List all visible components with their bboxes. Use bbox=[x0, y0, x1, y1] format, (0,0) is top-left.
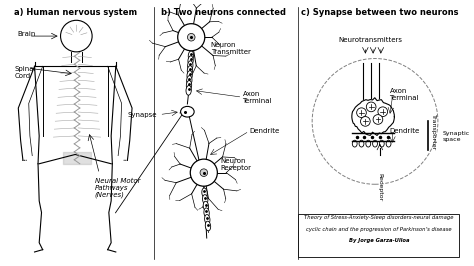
Text: Brain: Brain bbox=[17, 31, 36, 37]
Text: a) Human nervous system: a) Human nervous system bbox=[14, 8, 137, 17]
Text: Theory of Stress-Anxiety-Sleep disorders-neural damage: Theory of Stress-Anxiety-Sleep disorders… bbox=[304, 215, 454, 220]
Text: Dendrite: Dendrite bbox=[390, 128, 420, 134]
Text: c) Synapse between two neurons: c) Synapse between two neurons bbox=[301, 8, 459, 17]
Ellipse shape bbox=[188, 56, 193, 65]
Text: cyclic chain and the progression of Parkinson’s disease: cyclic chain and the progression of Park… bbox=[306, 227, 452, 232]
Text: Spinal
Cord: Spinal Cord bbox=[14, 66, 36, 79]
Text: Axon
Terminal: Axon Terminal bbox=[390, 88, 419, 101]
Circle shape bbox=[187, 34, 195, 41]
Circle shape bbox=[356, 108, 366, 118]
Ellipse shape bbox=[186, 81, 191, 90]
Ellipse shape bbox=[202, 195, 208, 204]
Text: By Jorge Garza-Ulloa: By Jorge Garza-Ulloa bbox=[349, 238, 409, 243]
Circle shape bbox=[178, 24, 205, 51]
Ellipse shape bbox=[205, 221, 210, 231]
Ellipse shape bbox=[204, 208, 210, 218]
Ellipse shape bbox=[205, 215, 210, 224]
Text: Neuron
Transmitter: Neuron Transmitter bbox=[210, 42, 250, 55]
Text: Dendrite: Dendrite bbox=[249, 128, 280, 134]
Circle shape bbox=[200, 169, 208, 176]
Polygon shape bbox=[352, 98, 394, 135]
Text: Neurotransmitters: Neurotransmitters bbox=[338, 37, 402, 43]
Text: Neuron
Receptor: Neuron Receptor bbox=[220, 159, 251, 171]
Text: Synaptic
space: Synaptic space bbox=[443, 131, 470, 142]
Text: Axon
Terminal: Axon Terminal bbox=[243, 91, 272, 104]
Circle shape bbox=[373, 115, 383, 124]
Text: Transporter: Transporter bbox=[431, 114, 436, 150]
Ellipse shape bbox=[187, 71, 192, 80]
Ellipse shape bbox=[186, 85, 191, 95]
Ellipse shape bbox=[188, 51, 193, 61]
Circle shape bbox=[378, 107, 388, 117]
Circle shape bbox=[366, 102, 376, 112]
Text: Receptor: Receptor bbox=[377, 173, 383, 201]
Ellipse shape bbox=[203, 201, 209, 211]
Ellipse shape bbox=[187, 66, 192, 75]
Circle shape bbox=[190, 159, 218, 186]
FancyBboxPatch shape bbox=[298, 214, 459, 257]
Ellipse shape bbox=[181, 106, 194, 117]
Ellipse shape bbox=[187, 76, 192, 85]
Text: b) Two neurons connected: b) Two neurons connected bbox=[161, 8, 286, 17]
Text: Neural Motor
Pathways
(Nerves): Neural Motor Pathways (Nerves) bbox=[94, 178, 140, 198]
Circle shape bbox=[361, 117, 370, 126]
Ellipse shape bbox=[202, 188, 207, 198]
Ellipse shape bbox=[188, 61, 193, 70]
Text: Synapse: Synapse bbox=[128, 112, 157, 118]
